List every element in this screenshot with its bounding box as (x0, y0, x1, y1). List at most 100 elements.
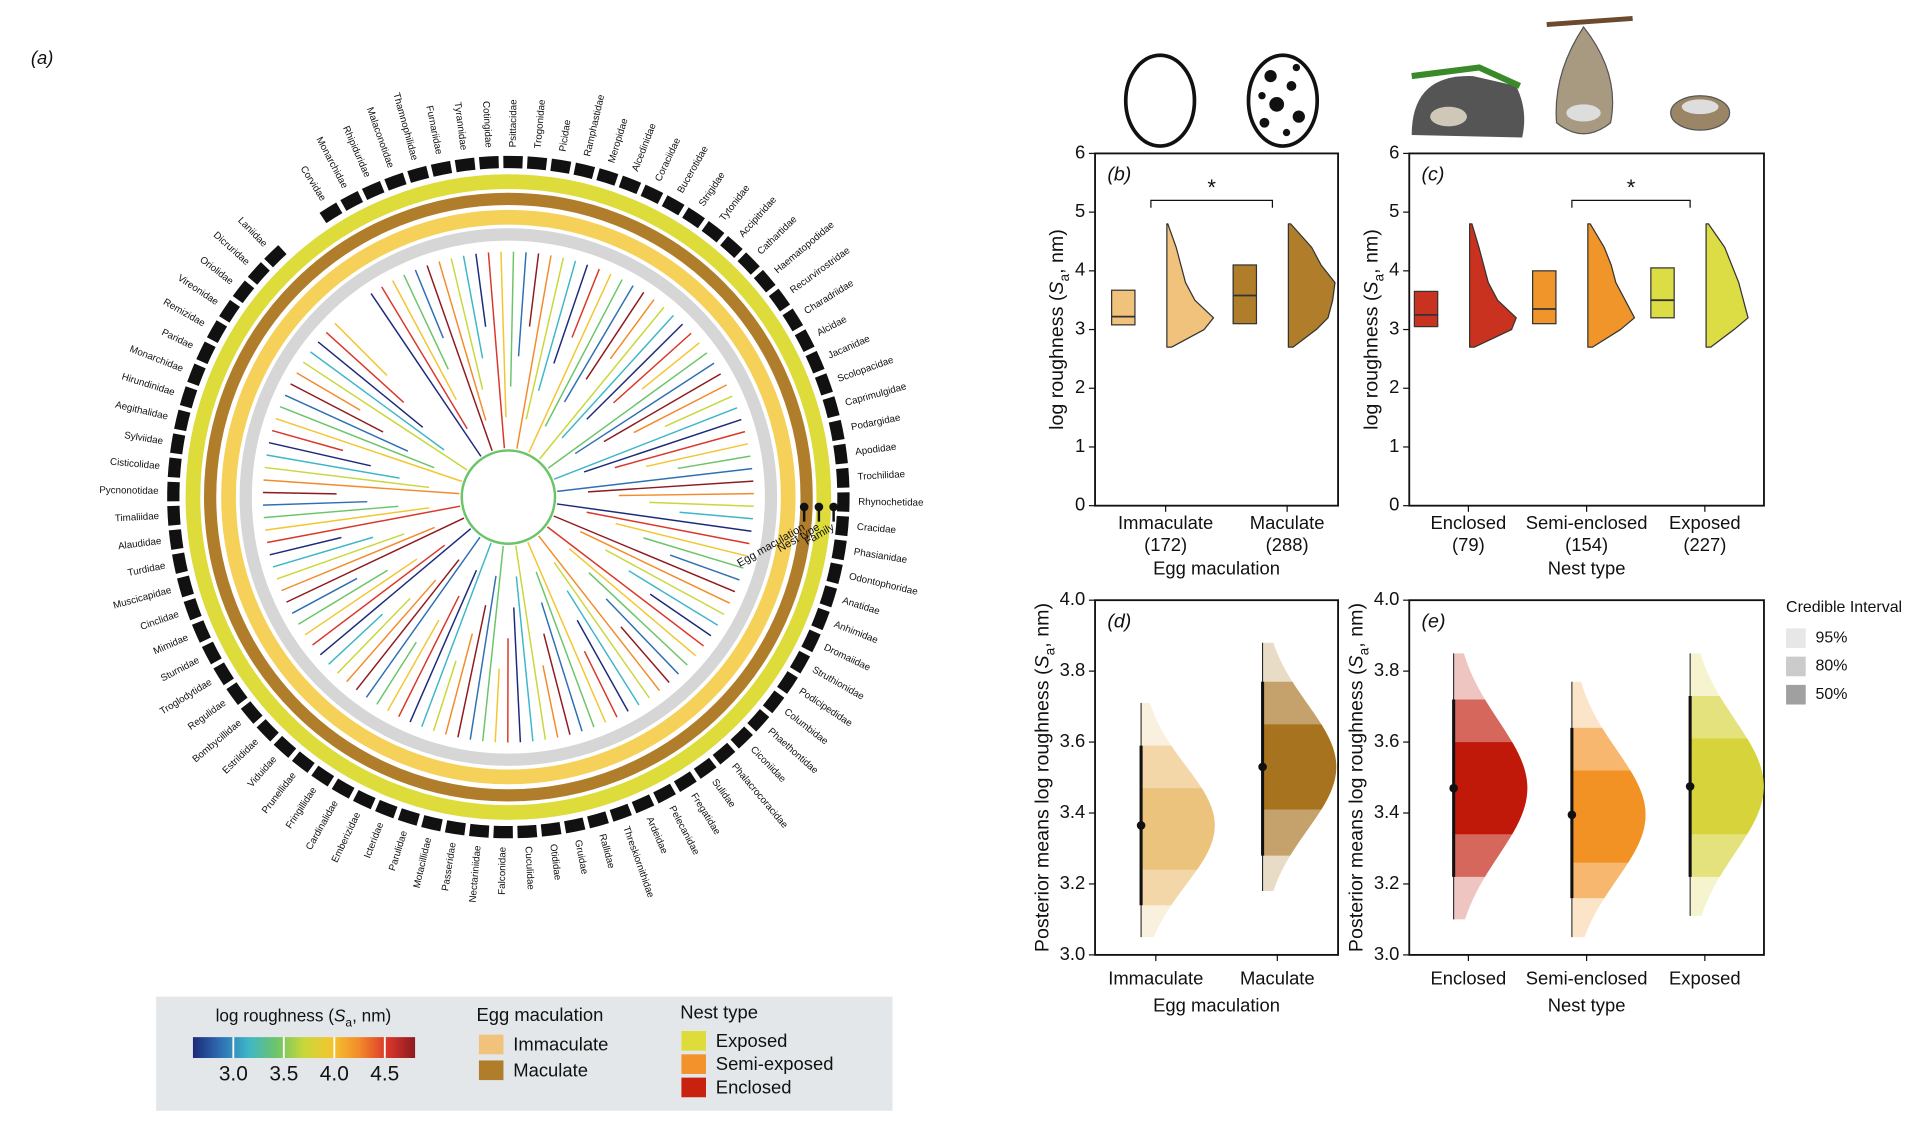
tree-branch (553, 264, 589, 364)
legend-label: Immaculate (513, 1034, 608, 1055)
family-arc (747, 709, 770, 732)
plot-frame (1094, 599, 1339, 956)
family-arc (822, 396, 840, 419)
family-label: Emberizidae (330, 810, 364, 864)
family-label: Meropidae (606, 117, 630, 165)
panel-label: (e) (1422, 610, 1446, 632)
legend-label: 50% (1816, 686, 1848, 703)
tree-branch (365, 536, 481, 698)
family-label: Cuculidae (522, 846, 535, 891)
tree-branch (334, 322, 388, 376)
tree-branch (376, 641, 417, 705)
family-arc (801, 629, 821, 653)
tree-branch (271, 429, 344, 452)
tree-branch (528, 273, 612, 453)
mean-point (1136, 821, 1146, 830)
family-label: Regulidae (186, 698, 229, 733)
tree-branch (618, 492, 754, 497)
tree-branch (302, 361, 468, 471)
legend-swatch (681, 1030, 706, 1051)
family-label: Muscicapidae (112, 585, 173, 612)
label-part: S (1046, 282, 1068, 295)
tree-branch (325, 331, 405, 403)
family-arc (836, 467, 850, 488)
panel-label: (a) (31, 47, 53, 68)
y-tick-label: 3.0 (1374, 943, 1400, 964)
family-label: Anhimidae (832, 619, 880, 646)
x-axis-title: Nest type (1548, 557, 1626, 578)
box (1232, 264, 1258, 325)
legend-swatch (1786, 628, 1806, 649)
tree-branch (475, 253, 487, 327)
x-tick-label: Immaculate (1108, 967, 1203, 988)
family-arc (673, 771, 697, 792)
tree-branch (553, 561, 651, 699)
y-tick-label: 4 (1389, 259, 1399, 280)
tree-branch (605, 598, 680, 675)
y-tick-label: 2 (1075, 376, 1085, 397)
label-part: , nm) (1361, 229, 1383, 274)
panel-label: (c) (1422, 164, 1445, 186)
legend-swatch (478, 1060, 504, 1081)
tree-branch (494, 668, 500, 743)
family-arc (352, 789, 376, 810)
tree-branch (553, 515, 736, 593)
label-part: Posterior means log roughness ( (1346, 668, 1368, 952)
family-arc (187, 363, 206, 386)
tree-branch (450, 258, 484, 390)
label-part: S (334, 1005, 346, 1025)
family-arc (835, 515, 850, 537)
family-arc (609, 803, 632, 822)
family-label: Hirundinidae (120, 372, 176, 399)
roughness-ring (239, 228, 778, 766)
family-label: Tytonidae (718, 183, 753, 224)
tree-branch (272, 536, 374, 568)
label-part: , nm) (352, 1005, 391, 1025)
family-label: Odontophoridae (848, 571, 919, 598)
tree-branch (457, 605, 487, 738)
family-label: Cotingidae (480, 101, 494, 149)
family-label: Anatidae (841, 595, 882, 617)
burrow-icon (1411, 76, 1525, 138)
tree-branch (269, 536, 342, 556)
tree-branch (643, 537, 744, 569)
tree-branch (547, 352, 708, 469)
tree-branch (279, 406, 435, 469)
label-part: a (1357, 647, 1372, 655)
family-label: Cardinalidae (304, 798, 341, 852)
y-tick-label: 3 (1389, 317, 1399, 338)
tree-branch (588, 572, 688, 666)
family-arc (618, 175, 642, 195)
burrow-eggs (1430, 106, 1467, 127)
tree-branch (645, 443, 749, 468)
x-tick-label: Semi-enclosed (1526, 967, 1648, 988)
label-part: S (1346, 655, 1368, 668)
interval-band (1141, 788, 1215, 870)
tree-branch (398, 595, 460, 718)
family-label: Jacanidae (826, 333, 872, 361)
legend-label: 80% (1816, 658, 1848, 675)
tree-branch (580, 530, 731, 604)
colorbar-tick-label: 4.5 (370, 1063, 399, 1086)
nest-ring (185, 174, 832, 820)
family-arc (311, 765, 335, 787)
family-arc (191, 620, 211, 643)
family-label: Sylviidae (123, 430, 164, 447)
tree-branch (290, 383, 384, 433)
legend-label: Maculate (513, 1059, 588, 1080)
y-tick-label: 3.8 (1374, 659, 1400, 680)
y-tick-label: 5 (1075, 200, 1085, 221)
cup-nest-eggs (1681, 99, 1719, 115)
family-label: Furnariidae (423, 105, 444, 156)
family-arc (183, 598, 202, 621)
family-arc (361, 180, 385, 200)
family-arc (540, 822, 562, 837)
interval-band (1262, 724, 1337, 810)
family-label: Gruidae (572, 839, 590, 876)
violin (1468, 223, 1517, 348)
significance-bracket (1571, 199, 1691, 208)
y-tick-label: 1 (1075, 435, 1085, 456)
tree-branch (603, 373, 722, 443)
label-part: , nm) (1032, 603, 1054, 648)
